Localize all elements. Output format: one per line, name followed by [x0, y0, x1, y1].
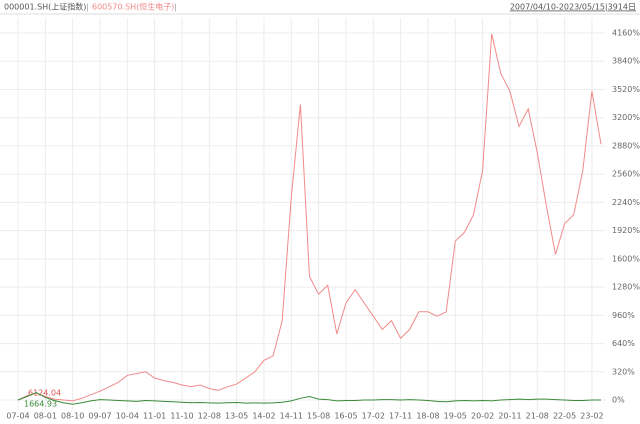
x-tick-label: 08-10 — [61, 412, 84, 421]
x-tick-label: 12-08 — [198, 412, 221, 421]
y-tick-label: 640% — [612, 339, 635, 348]
series-line — [17, 391, 601, 405]
y-tick-label: 1600% — [612, 254, 640, 263]
y-tick-label: 3200% — [612, 113, 640, 122]
x-tick-label: 14-02 — [252, 412, 275, 421]
legend-sep: | — [86, 3, 89, 12]
legend-series-1[interactable]: 600570.SH(恒生电子) — [92, 2, 174, 12]
x-tick-label: 20-02 — [471, 412, 494, 421]
x-tick-label: 13-05 — [225, 412, 248, 421]
x-tick-label: 14-11 — [280, 412, 303, 421]
x-tick-label: 07-04 — [6, 412, 29, 421]
y-tick-label: 2560% — [612, 170, 640, 179]
date-range[interactable]: 2007/04/10-2023/05/15|3914日 — [510, 3, 636, 12]
y-tick-label: 1280% — [612, 283, 640, 292]
y-tick-label: 320% — [612, 367, 635, 376]
y-tick-label: 960% — [612, 311, 635, 320]
x-tick-label: 11-10 — [170, 412, 193, 421]
x-tick-label: 08-01 — [34, 412, 57, 421]
y-tick-label: 1920% — [612, 226, 640, 235]
x-tick-label: 11-01 — [143, 412, 166, 421]
y-tick-label: 3520% — [612, 85, 640, 94]
legend-series-0[interactable]: 000001.SH(上证指数) — [4, 2, 86, 12]
y-tick-label: 3840% — [612, 57, 640, 66]
x-tick-label: 17-11 — [389, 412, 412, 421]
x-tick-label: 21-08 — [526, 412, 549, 421]
x-tick-label: 09-07 — [88, 412, 111, 421]
y-tick-label: 2880% — [612, 141, 640, 150]
max-label: 6124.04 — [28, 389, 61, 398]
x-tick-label: 17-02 — [362, 412, 385, 421]
x-tick-label: 22-05 — [553, 412, 576, 421]
x-tick-label: 18-08 — [416, 412, 439, 421]
x-tick-label: 20-11 — [498, 412, 521, 421]
min-label: 1664.93 — [24, 400, 57, 409]
x-tick-label: 23-02 — [580, 412, 603, 421]
legend-sep: | — [174, 3, 177, 12]
x-tick-label: 15-08 — [307, 412, 330, 421]
x-tick-label: 19-05 — [444, 412, 467, 421]
series-line — [17, 33, 602, 402]
x-tick-label: 10-04 — [116, 412, 139, 421]
y-tick-label: 2240% — [612, 198, 640, 207]
y-tick-label: 4160% — [612, 28, 640, 37]
y-tick-label: 0% — [612, 396, 625, 405]
x-tick-label: 16-05 — [334, 412, 357, 421]
